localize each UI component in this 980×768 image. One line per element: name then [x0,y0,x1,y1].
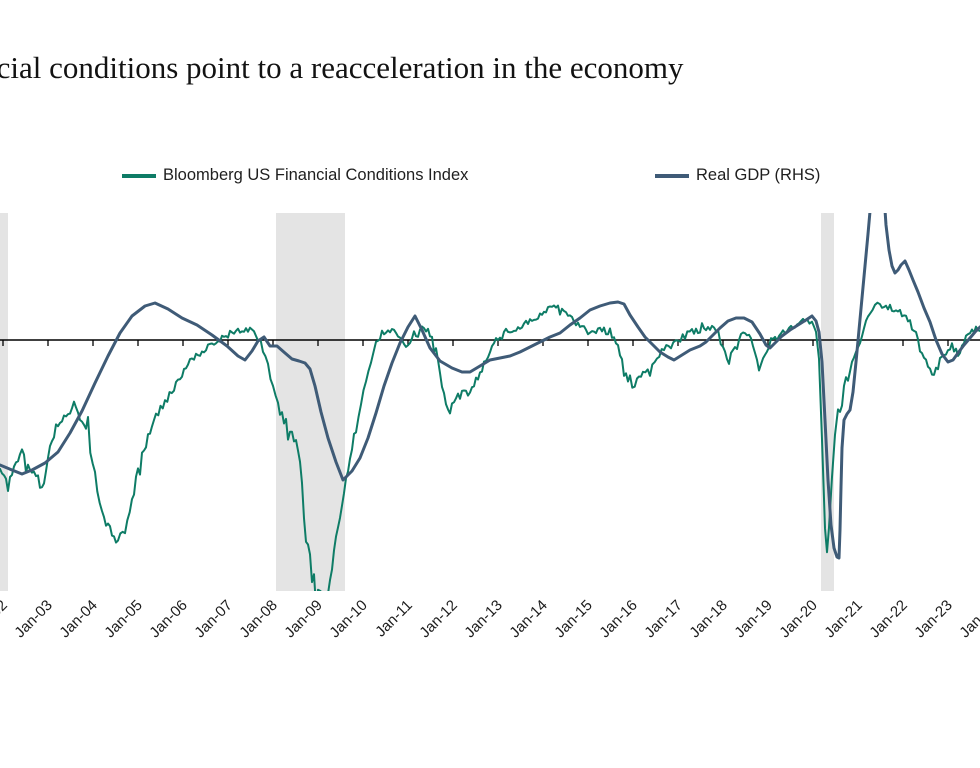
x-axis-label: Jan-11 [372,597,416,641]
x-axis-label: Jan-03 [11,597,55,641]
x-axis-label: Jan-21 [821,597,865,641]
x-axis-label: Jan-10 [326,597,370,641]
x-axis-label: Jan-07 [191,597,235,641]
x-axis-label: Jan-19 [731,597,775,641]
x-axis-label: Jan-20 [776,597,820,641]
x-axis-label: Jan-15 [551,597,595,641]
gdp-line-swatch-icon [655,173,689,178]
recession-band [0,213,8,591]
x-axis-label: Jan-14 [506,597,550,641]
legend-item-gdp: Real GDP (RHS) [655,166,820,185]
x-axis-label: Jan-16 [596,597,640,641]
legend-label-fci: Bloomberg US Financial Conditions Index [163,166,469,184]
chart-title: Financial conditions point to a reaccele… [0,50,684,85]
x-axis-label: Jan-17 [641,597,685,641]
x-axis-label: Jan-23 [911,597,955,641]
x-axis-label: Jan-22 [866,597,910,641]
x-axis-label: Jan-06 [146,597,190,641]
legend-label-gdp: Real GDP (RHS) [696,166,821,184]
x-axis-label: Jan-05 [101,597,145,641]
x-axis-label: Jan-24 [956,597,980,641]
x-axis-label: Jan-13 [461,597,505,641]
x-axis-label: Jan-09 [281,597,325,641]
gdp-line-series [0,213,980,560]
x-axis-label: Jan-04 [56,597,100,641]
fci-line-series [0,301,980,591]
x-axis-label: Jan-18 [686,597,730,641]
recession-band [276,213,345,591]
legend-item-fci: Bloomberg US Financial Conditions Index [122,166,468,185]
x-axis-label: Jan-02 [0,597,11,641]
x-axis-label: Jan-08 [236,597,280,641]
fci-line-swatch-icon [122,173,156,178]
x-axis-label: Jan-12 [416,597,460,641]
